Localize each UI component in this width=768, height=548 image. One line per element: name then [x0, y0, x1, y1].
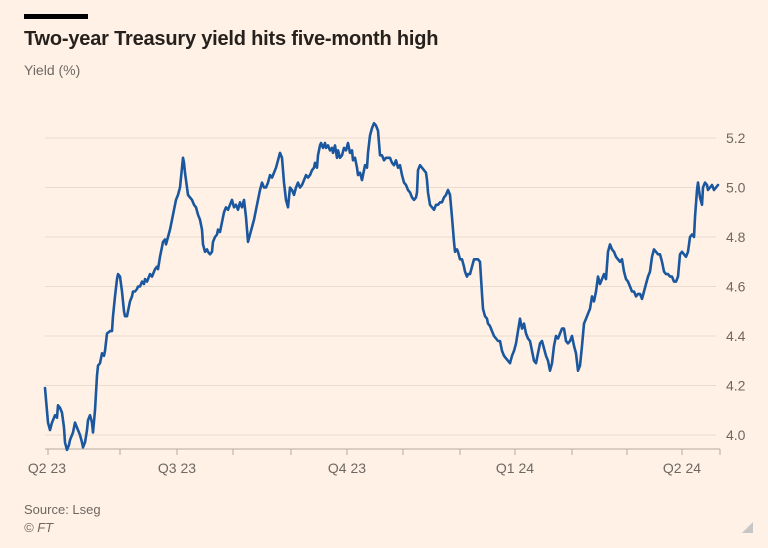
x-axis-label: Q2 23 — [28, 460, 66, 476]
x-axis-label: Q4 23 — [328, 460, 366, 476]
x-axis-label: Q2 24 — [663, 460, 701, 476]
y-axis-label: 4.2 — [726, 378, 746, 394]
copyright-label: © FT — [24, 520, 54, 535]
headline-bar — [24, 14, 88, 19]
source-label: Source: Lseg — [24, 502, 101, 517]
x-axis-label: Q3 23 — [158, 460, 196, 476]
yield-line — [43, 121, 720, 452]
page-title: Two-year Treasury yield hits five-month … — [24, 28, 439, 50]
y-axis-label: 4.8 — [726, 229, 746, 245]
chart-subtitle: Yield (%) — [24, 62, 81, 78]
x-axis-label: Q1 24 — [496, 460, 534, 476]
y-axis-label: 4.4 — [726, 328, 746, 344]
y-axis-label: 4.6 — [726, 279, 746, 295]
y-axis-label: 4.0 — [726, 427, 746, 443]
resize-handle-icon[interactable] — [742, 522, 753, 533]
y-axis-label: 5.2 — [726, 130, 746, 146]
y-axis-label: 5.0 — [726, 180, 746, 196]
